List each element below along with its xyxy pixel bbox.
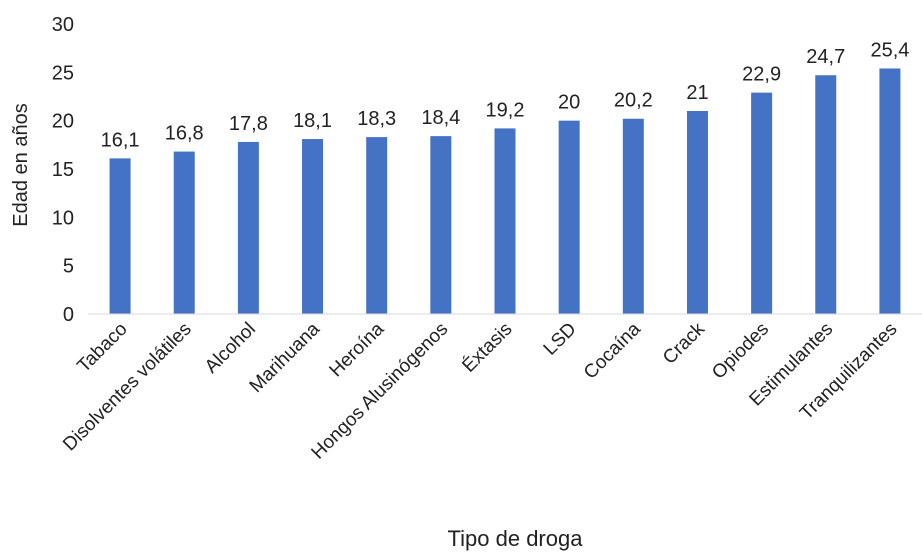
y-tick-label: 10: [52, 207, 74, 229]
bar: [751, 92, 773, 314]
bar-value-label: 16,8: [165, 123, 204, 145]
bar: [237, 141, 259, 314]
bar-value-label: 18,1: [293, 110, 332, 132]
bar: [302, 139, 324, 314]
y-tick-label: 0: [63, 304, 74, 326]
x-tick-label: Éxtasis: [458, 319, 516, 377]
bar-value-label: 17,8: [229, 113, 268, 135]
bar: [879, 68, 901, 314]
bar-value-label: 19,2: [486, 99, 525, 121]
y-axis-ticks: 0 5 10 15 20 25 30: [52, 14, 74, 326]
bar: [815, 75, 837, 314]
bar: [686, 111, 708, 314]
bar-value-label: 21: [686, 82, 708, 104]
bar-value-label: 22,9: [742, 64, 781, 86]
y-tick-label: 15: [52, 159, 74, 181]
bar-value-label: 20,2: [614, 90, 653, 112]
bar: [109, 158, 131, 314]
y-axis-title: Edad en años: [10, 103, 32, 226]
bar: [173, 151, 195, 314]
y-tick-label: 20: [52, 111, 74, 133]
bar-value-label: 18,3: [357, 108, 396, 130]
x-tick-label: Disolventes volátiles: [59, 319, 196, 456]
bar: [494, 128, 516, 314]
x-tick-label: Tabaco: [73, 319, 131, 377]
bar: [558, 120, 580, 315]
y-tick-label: 25: [52, 62, 74, 84]
x-tick-label: Marihuana: [246, 318, 325, 397]
y-tick-label: 5: [63, 256, 74, 278]
bar-value-label: 18,4: [421, 107, 460, 129]
bar-value-label: 25,4: [870, 39, 909, 61]
bars: [109, 68, 901, 315]
bar: [366, 137, 388, 314]
bar-value-label: 20: [558, 92, 580, 114]
bar-value-label: 16,1: [101, 129, 140, 151]
data-labels: 16,1 16,8 17,8 18,1 18,3 18,4 19,2 20 20,2 21 22,9…: [101, 39, 910, 151]
bar: [430, 136, 452, 314]
bar: [622, 118, 644, 314]
x-tick-label: Alcohol: [201, 319, 260, 378]
x-tick-label: Crack: [659, 318, 709, 368]
bar-value-label: 24,7: [806, 46, 845, 68]
y-tick-label: 30: [52, 14, 74, 36]
x-axis-title: Tipo de droga: [448, 526, 584, 551]
x-tick-label: Cocaína: [580, 318, 645, 383]
x-tick-label: LSD: [540, 319, 581, 360]
x-tick-label: Opiodes: [708, 319, 773, 384]
x-tick-label: Heroína: [326, 318, 389, 381]
